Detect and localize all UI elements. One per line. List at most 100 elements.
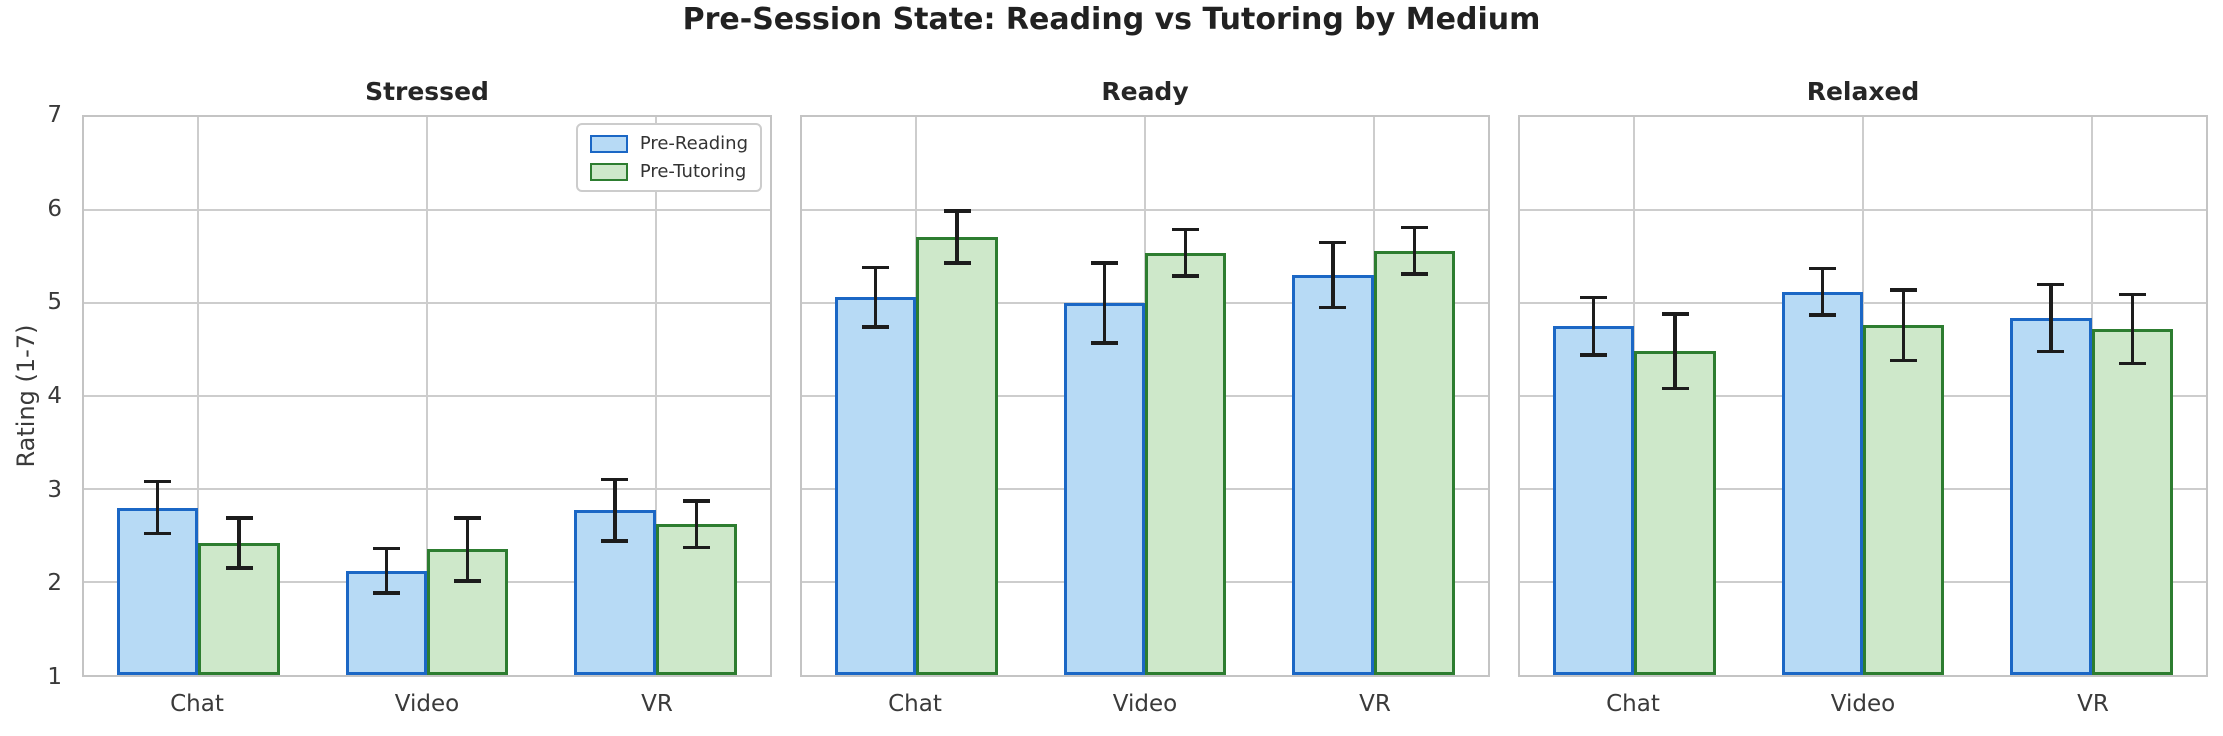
error-bar-cap bbox=[225, 566, 253, 570]
error-bar-cap bbox=[372, 546, 400, 551]
error-bar-cap bbox=[1090, 341, 1118, 345]
error-bar-cap bbox=[372, 591, 400, 595]
x-tick-label: Video bbox=[394, 691, 460, 717]
x-tick-label: Chat bbox=[888, 691, 942, 717]
error-bar-cap bbox=[1172, 274, 1200, 278]
bar-pre-reading-vr bbox=[2010, 317, 2092, 675]
x-tick-label: Video bbox=[1112, 691, 1178, 717]
x-tick-label: VR bbox=[641, 691, 673, 717]
error-bar-cap bbox=[1808, 266, 1836, 271]
error-bar-cap bbox=[454, 579, 482, 583]
legend-item-pre-tutoring: Pre-Tutoring bbox=[589, 161, 748, 182]
bar-pre-reading-video bbox=[1781, 291, 1863, 675]
y-tick-label: 4 bbox=[47, 383, 62, 409]
error-bar bbox=[1820, 268, 1824, 316]
pre-reading-swatch-icon bbox=[589, 134, 628, 153]
x-axis-ticks: Chat Video VR bbox=[82, 687, 772, 721]
gridline-vertical bbox=[197, 117, 200, 675]
legend-label: Pre-Tutoring bbox=[639, 161, 747, 182]
error-bar-cap bbox=[1319, 305, 1347, 310]
error-bar bbox=[1673, 314, 1677, 389]
bar-pre-tutoring-vr bbox=[1373, 250, 1456, 675]
error-bar-cap bbox=[601, 539, 629, 543]
error-bar bbox=[1591, 297, 1596, 356]
bar-pre-reading-chat bbox=[834, 297, 917, 675]
error-bar-cap bbox=[601, 477, 629, 482]
error-bar-cap bbox=[144, 531, 172, 536]
error-bar-cap bbox=[2037, 349, 2065, 354]
legend-item-pre-reading: Pre-Reading bbox=[589, 133, 748, 154]
subplot-relaxed: Relaxed Chat Video VR bbox=[1518, 75, 2208, 736]
bar-pre-tutoring-video bbox=[1145, 252, 1227, 675]
error-bar bbox=[694, 501, 699, 548]
y-tick-label: 6 bbox=[47, 195, 62, 222]
subplot-title-stressed: Stressed bbox=[365, 77, 489, 106]
y-tick-label: 3 bbox=[47, 476, 62, 503]
bar-pre-tutoring-chat bbox=[1634, 351, 1716, 675]
error-bar bbox=[237, 517, 241, 569]
error-bar bbox=[1901, 290, 1906, 361]
error-bar bbox=[955, 210, 959, 264]
x-tick-label: VR bbox=[2077, 691, 2109, 717]
bar-pre-tutoring-chat bbox=[198, 542, 280, 675]
y-axis-ticks: 1 2 3 4 5 6 7 bbox=[0, 102, 68, 690]
legend: Pre-Reading Pre-Tutoring bbox=[575, 123, 762, 192]
bar-pre-tutoring-vr bbox=[2091, 329, 2174, 675]
error-bar-cap bbox=[144, 479, 172, 484]
x-tick-label: VR bbox=[1359, 691, 1391, 717]
bar-pre-tutoring-chat bbox=[916, 236, 998, 675]
x-axis-ticks: Chat Video VR bbox=[1518, 687, 2208, 721]
error-bar bbox=[155, 481, 160, 534]
bar-pre-reading-chat bbox=[1552, 326, 1635, 675]
pre-tutoring-swatch-icon bbox=[589, 162, 628, 181]
error-bar-cap bbox=[225, 516, 253, 520]
bar-pre-tutoring-video bbox=[1863, 325, 1945, 675]
error-bar-cap bbox=[2118, 361, 2146, 366]
error-bar-cap bbox=[682, 545, 710, 550]
error-bar-cap bbox=[862, 325, 890, 329]
error-bar bbox=[1102, 263, 1106, 343]
axes-relaxed bbox=[1518, 115, 2208, 677]
error-bar-cap bbox=[1580, 353, 1608, 357]
error-bar bbox=[873, 267, 878, 328]
error-bar-cap bbox=[1890, 358, 1918, 363]
bar-pre-reading-vr bbox=[1292, 275, 1374, 675]
subplot-ready: Ready Chat Video VR bbox=[800, 75, 1490, 736]
bar-pre-tutoring-vr bbox=[655, 524, 738, 675]
error-bar-cap bbox=[1172, 227, 1200, 232]
x-axis-ticks: Chat Video VR bbox=[800, 687, 1490, 721]
y-tick-label: 7 bbox=[47, 102, 62, 128]
chart-title: Pre-Session State: Reading vs Tutoring b… bbox=[682, 2, 1541, 37]
axes-stressed: Pre-Reading Pre-Tutoring bbox=[82, 115, 772, 677]
error-bar-cap bbox=[454, 516, 482, 520]
error-bar bbox=[2130, 294, 2135, 364]
gridline-vertical bbox=[654, 117, 657, 675]
gridline-vertical bbox=[426, 117, 428, 675]
error-bar bbox=[1183, 229, 1188, 277]
y-tick-label: 1 bbox=[47, 664, 62, 690]
y-tick-label: 5 bbox=[47, 289, 62, 316]
error-bar bbox=[613, 479, 617, 542]
error-bar-cap bbox=[2118, 292, 2146, 297]
x-tick-label: Video bbox=[1830, 691, 1896, 717]
x-tick-label: Chat bbox=[170, 691, 224, 717]
error-bar bbox=[2049, 284, 2053, 352]
error-bar-cap bbox=[1400, 225, 1428, 230]
error-bar-cap bbox=[1661, 386, 1689, 391]
subplot-title-relaxed: Relaxed bbox=[1806, 77, 1920, 106]
legend-label: Pre-Reading bbox=[639, 133, 748, 154]
error-bar-cap bbox=[862, 265, 890, 270]
error-bar bbox=[384, 548, 388, 594]
error-bar-cap bbox=[2037, 282, 2065, 287]
error-bar-cap bbox=[943, 209, 971, 213]
subplot-stressed: Stressed Pre-Reading Pre-Tutoring Chat Vi… bbox=[82, 75, 772, 736]
error-bar bbox=[1331, 242, 1335, 308]
error-bar bbox=[465, 517, 470, 582]
axes-ready bbox=[800, 115, 1490, 677]
error-bar-cap bbox=[1090, 261, 1118, 265]
error-bar-cap bbox=[1319, 240, 1347, 245]
subplot-title-ready: Ready bbox=[1101, 77, 1189, 106]
error-bar-cap bbox=[1661, 312, 1689, 316]
y-tick-label: 2 bbox=[47, 570, 62, 597]
